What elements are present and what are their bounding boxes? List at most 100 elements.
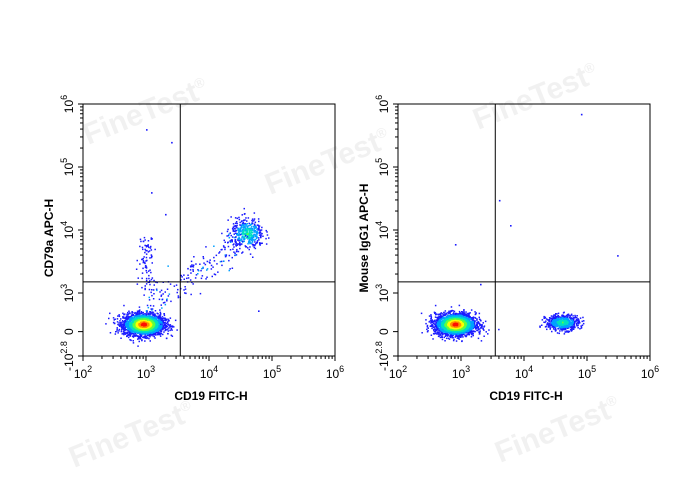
event-dot xyxy=(145,253,148,255)
event-dot xyxy=(216,263,218,265)
event-dot xyxy=(444,318,446,320)
event-dot xyxy=(244,219,246,221)
event-dot xyxy=(444,335,447,337)
event-dot xyxy=(463,309,465,311)
event-dot xyxy=(132,332,135,335)
event-dot xyxy=(185,292,187,295)
event-dot xyxy=(119,321,122,324)
event-dot xyxy=(192,266,195,268)
event-dot xyxy=(236,227,238,229)
event-dot xyxy=(190,293,192,296)
event-dot xyxy=(472,330,475,332)
event-dot xyxy=(241,252,243,254)
event-dot xyxy=(227,234,230,237)
event-dot xyxy=(487,333,489,335)
event-dot xyxy=(119,325,121,327)
event-dot xyxy=(206,268,209,270)
event-dot xyxy=(131,330,133,333)
event-dot xyxy=(122,327,125,330)
event-dot xyxy=(451,314,454,316)
event-dot xyxy=(251,218,254,220)
event-dot xyxy=(452,315,455,317)
event-dot xyxy=(143,335,145,338)
x-tick-label: 103 xyxy=(137,364,155,381)
event-dot xyxy=(166,288,169,290)
event-dot xyxy=(434,312,436,315)
event-dot xyxy=(446,334,448,336)
event-dot xyxy=(167,332,169,335)
event-dot xyxy=(458,335,460,338)
event-dot xyxy=(156,281,158,284)
event-dot xyxy=(229,241,232,243)
event-dot xyxy=(164,319,166,321)
event-dot xyxy=(151,311,153,313)
x-tick-label: 106 xyxy=(326,364,344,381)
event-dot xyxy=(434,316,437,318)
event-dot xyxy=(239,239,241,241)
event-dot xyxy=(245,237,248,239)
event-dot xyxy=(445,313,447,316)
event-dot xyxy=(142,240,145,243)
event-dot xyxy=(459,335,461,337)
event-dot xyxy=(145,277,148,280)
event-dot xyxy=(441,338,444,341)
event-dot xyxy=(140,334,143,336)
event-dot xyxy=(458,338,460,340)
event-dot xyxy=(438,313,441,315)
event-dot xyxy=(241,223,244,225)
event-dot xyxy=(159,311,162,314)
event-dot xyxy=(132,342,135,344)
event-dot xyxy=(153,329,155,332)
event-dot xyxy=(464,331,467,333)
event-dot xyxy=(152,298,155,300)
event-dot xyxy=(224,254,226,256)
event-dot xyxy=(472,316,475,318)
event-dot xyxy=(432,324,434,326)
event-dot xyxy=(158,332,160,334)
event-dot xyxy=(229,240,231,242)
event-dot xyxy=(113,322,116,325)
event-dot xyxy=(189,269,192,271)
event-dot xyxy=(452,310,454,312)
event-dot xyxy=(234,228,236,230)
event-dot xyxy=(154,310,157,312)
event-dot xyxy=(148,277,150,280)
event-dot xyxy=(260,235,262,237)
event-dot xyxy=(480,327,482,329)
event-dot xyxy=(202,256,204,258)
event-dot xyxy=(130,339,132,342)
event-dot xyxy=(135,321,137,323)
event-dot xyxy=(437,317,439,320)
event-dot xyxy=(176,329,178,331)
event-dot xyxy=(439,316,441,319)
event-dot xyxy=(458,334,460,336)
event-dot xyxy=(462,312,464,315)
event-dot xyxy=(134,332,137,335)
event-dot xyxy=(256,240,259,242)
event-dot xyxy=(114,318,116,320)
event-dot xyxy=(433,311,436,314)
event-dot xyxy=(165,322,167,325)
event-dot xyxy=(476,318,478,320)
event-dot xyxy=(253,223,256,225)
event-dot xyxy=(186,277,188,280)
event-dot xyxy=(447,311,449,314)
event-dot xyxy=(116,328,118,331)
event-dot xyxy=(162,302,165,304)
event-dot xyxy=(446,331,448,334)
event-dot xyxy=(187,274,189,276)
event-dot xyxy=(164,303,167,306)
event-dot xyxy=(243,213,246,215)
event-dot xyxy=(231,239,233,241)
event-dot xyxy=(145,260,147,262)
event-dot xyxy=(229,249,232,251)
event-dot xyxy=(433,327,436,329)
event-dot xyxy=(450,310,452,313)
event-dot xyxy=(242,238,244,240)
event-dot xyxy=(166,300,168,302)
event-dot xyxy=(144,313,146,315)
event-dot xyxy=(118,322,120,324)
event-dot xyxy=(151,312,154,314)
event-dot xyxy=(136,283,139,285)
